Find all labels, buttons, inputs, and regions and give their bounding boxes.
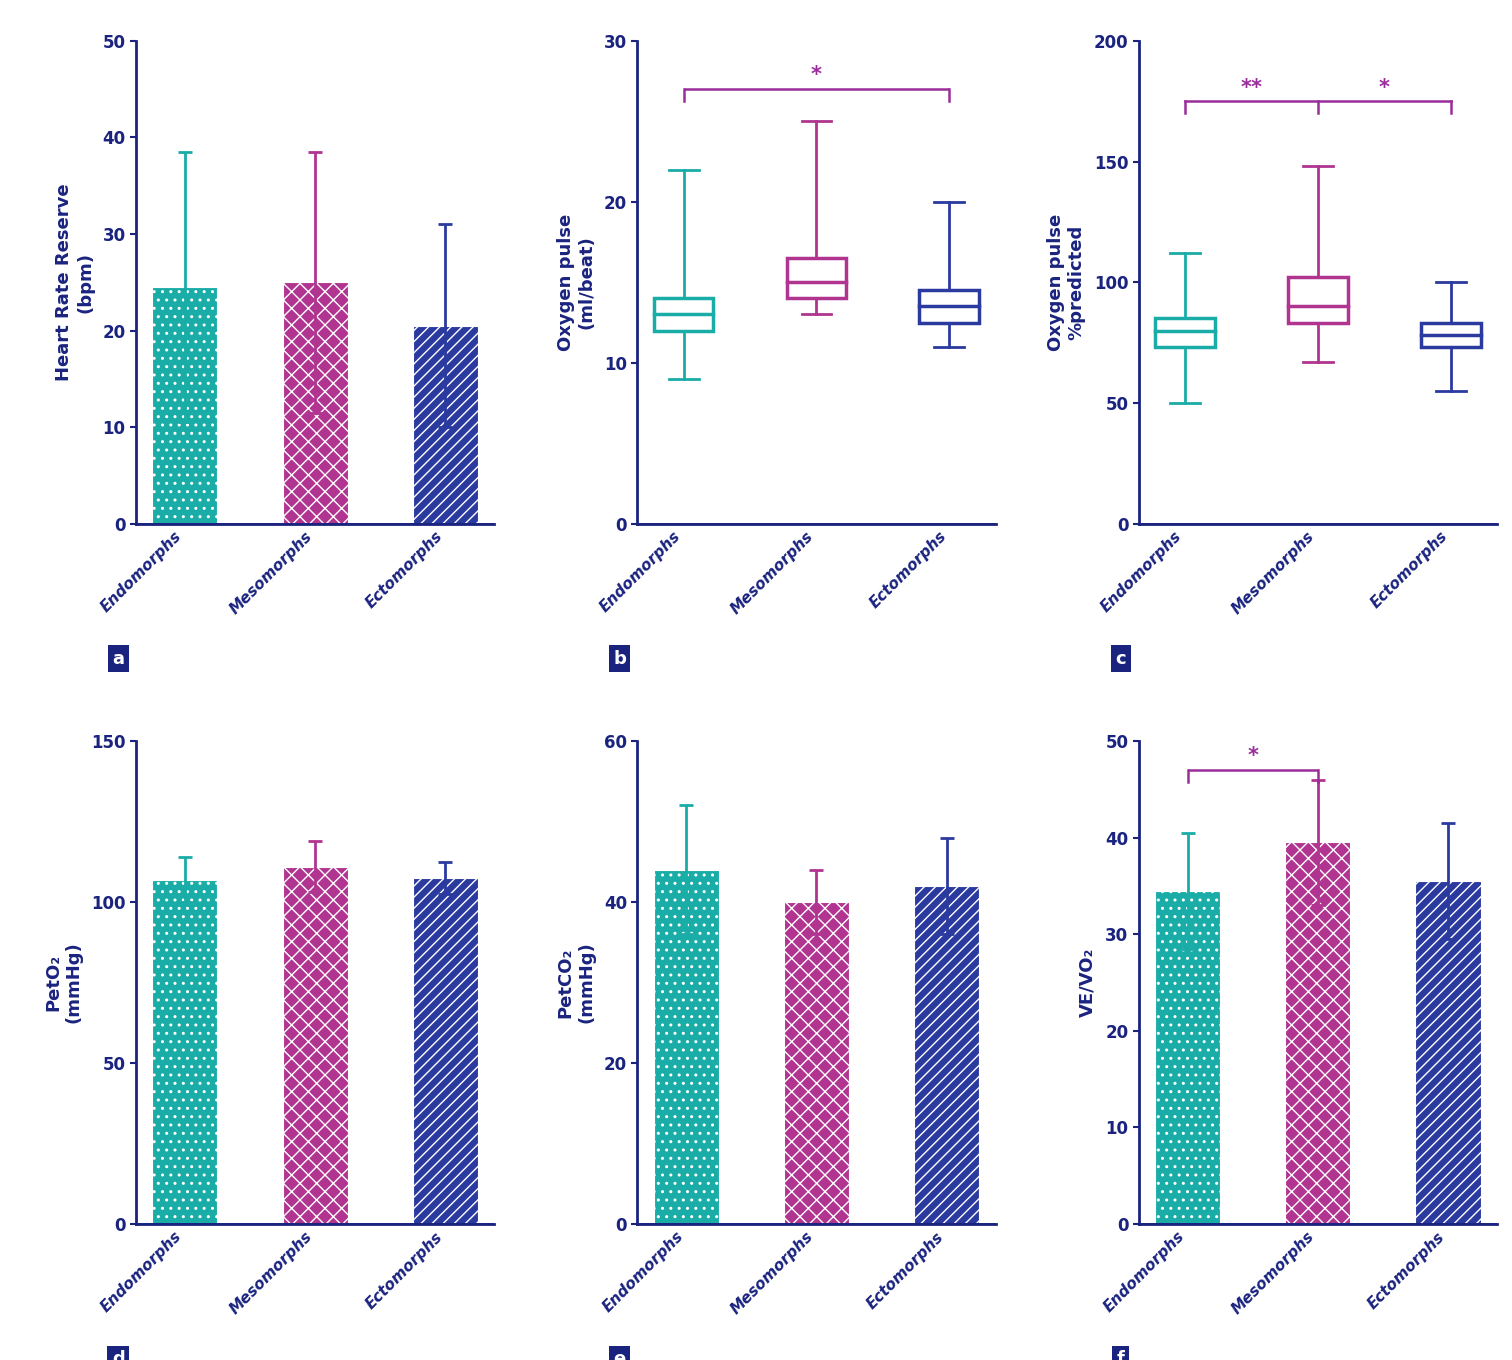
Bar <box>653 870 718 1224</box>
Text: b: b <box>612 650 626 668</box>
Bar <box>413 879 478 1224</box>
Text: **: ** <box>1240 78 1263 98</box>
Text: *: * <box>1247 747 1258 767</box>
Bar <box>1288 277 1347 324</box>
Y-axis label: PetCO₂
(mmHg): PetCO₂ (mmHg) <box>556 941 596 1024</box>
Text: *: * <box>810 65 823 86</box>
Y-axis label: PetO₂
(mmHg): PetO₂ (mmHg) <box>44 941 83 1024</box>
Y-axis label: Oxygen pulse
(ml/beat): Oxygen pulse (ml/beat) <box>556 214 596 351</box>
Text: a: a <box>112 650 124 668</box>
Bar <box>786 258 847 298</box>
Bar <box>283 283 348 524</box>
Y-axis label: VE/VO₂: VE/VO₂ <box>1080 948 1096 1017</box>
Bar <box>653 298 714 330</box>
Bar <box>915 885 980 1224</box>
Bar <box>283 866 348 1224</box>
Bar <box>153 880 218 1224</box>
Bar <box>783 902 850 1224</box>
Text: c: c <box>1116 650 1126 668</box>
Y-axis label: Heart Rate Reserve
(bpm): Heart Rate Reserve (bpm) <box>56 184 94 381</box>
Text: f: f <box>1117 1350 1125 1360</box>
Bar <box>1421 324 1480 347</box>
Bar <box>153 287 218 524</box>
Y-axis label: Oxygen pulse
%predicted: Oxygen pulse %predicted <box>1046 214 1086 351</box>
Text: *: * <box>1379 78 1390 98</box>
Bar <box>1155 318 1214 347</box>
Text: d: d <box>112 1350 124 1360</box>
Bar <box>919 290 980 322</box>
Bar <box>1155 891 1220 1224</box>
Bar <box>1415 881 1480 1224</box>
Bar <box>413 326 478 524</box>
Bar <box>1285 842 1350 1224</box>
Text: e: e <box>614 1350 626 1360</box>
